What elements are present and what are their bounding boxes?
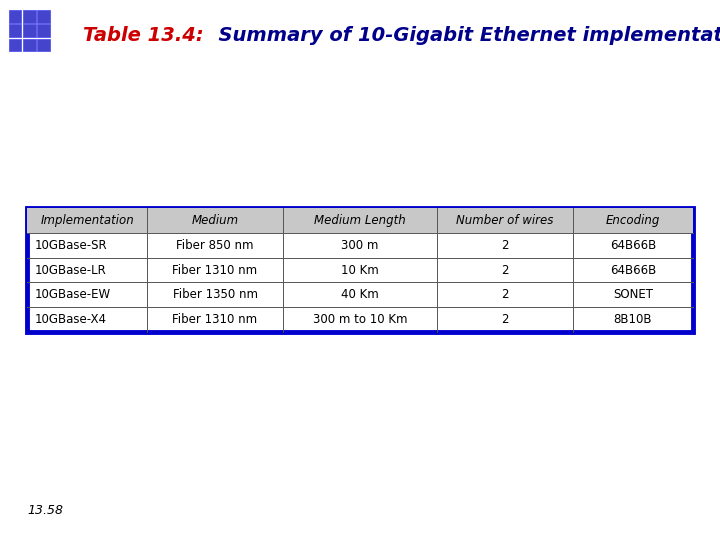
Text: Number of wires: Number of wires (456, 214, 554, 227)
Text: Table 13.4:: Table 13.4: (83, 25, 204, 45)
Text: Encoding: Encoding (606, 214, 660, 227)
Text: 2: 2 (501, 313, 509, 326)
Text: 10GBase-EW: 10GBase-EW (35, 288, 111, 301)
Text: Medium Length: Medium Length (314, 214, 406, 227)
Text: 10GBase-SR: 10GBase-SR (35, 239, 107, 252)
Text: 2: 2 (501, 288, 509, 301)
Text: SONET: SONET (613, 288, 653, 301)
Text: 2: 2 (501, 264, 509, 276)
Text: 8B10B: 8B10B (613, 313, 652, 326)
Text: Fiber 1310 nm: Fiber 1310 nm (173, 264, 258, 276)
Text: Implementation: Implementation (40, 214, 134, 227)
Text: 300 m to 10 Km: 300 m to 10 Km (312, 313, 408, 326)
Text: 2: 2 (501, 239, 509, 252)
Text: 300 m: 300 m (341, 239, 379, 252)
Text: Fiber 850 nm: Fiber 850 nm (176, 239, 253, 252)
Text: Fiber 1350 nm: Fiber 1350 nm (173, 288, 258, 301)
Text: 13.58: 13.58 (27, 504, 63, 517)
Text: Fiber 1310 nm: Fiber 1310 nm (173, 313, 258, 326)
Text: 10GBase-X4: 10GBase-X4 (35, 313, 107, 326)
Text: 40 Km: 40 Km (341, 288, 379, 301)
Text: Medium: Medium (192, 214, 238, 227)
Text: 64B66B: 64B66B (610, 264, 656, 276)
Text: Summary of 10-Gigabit Ethernet implementations: Summary of 10-Gigabit Ethernet implement… (205, 25, 720, 45)
Text: 64B66B: 64B66B (610, 239, 656, 252)
Text: 10 Km: 10 Km (341, 264, 379, 276)
Text: 10GBase-LR: 10GBase-LR (35, 264, 107, 276)
